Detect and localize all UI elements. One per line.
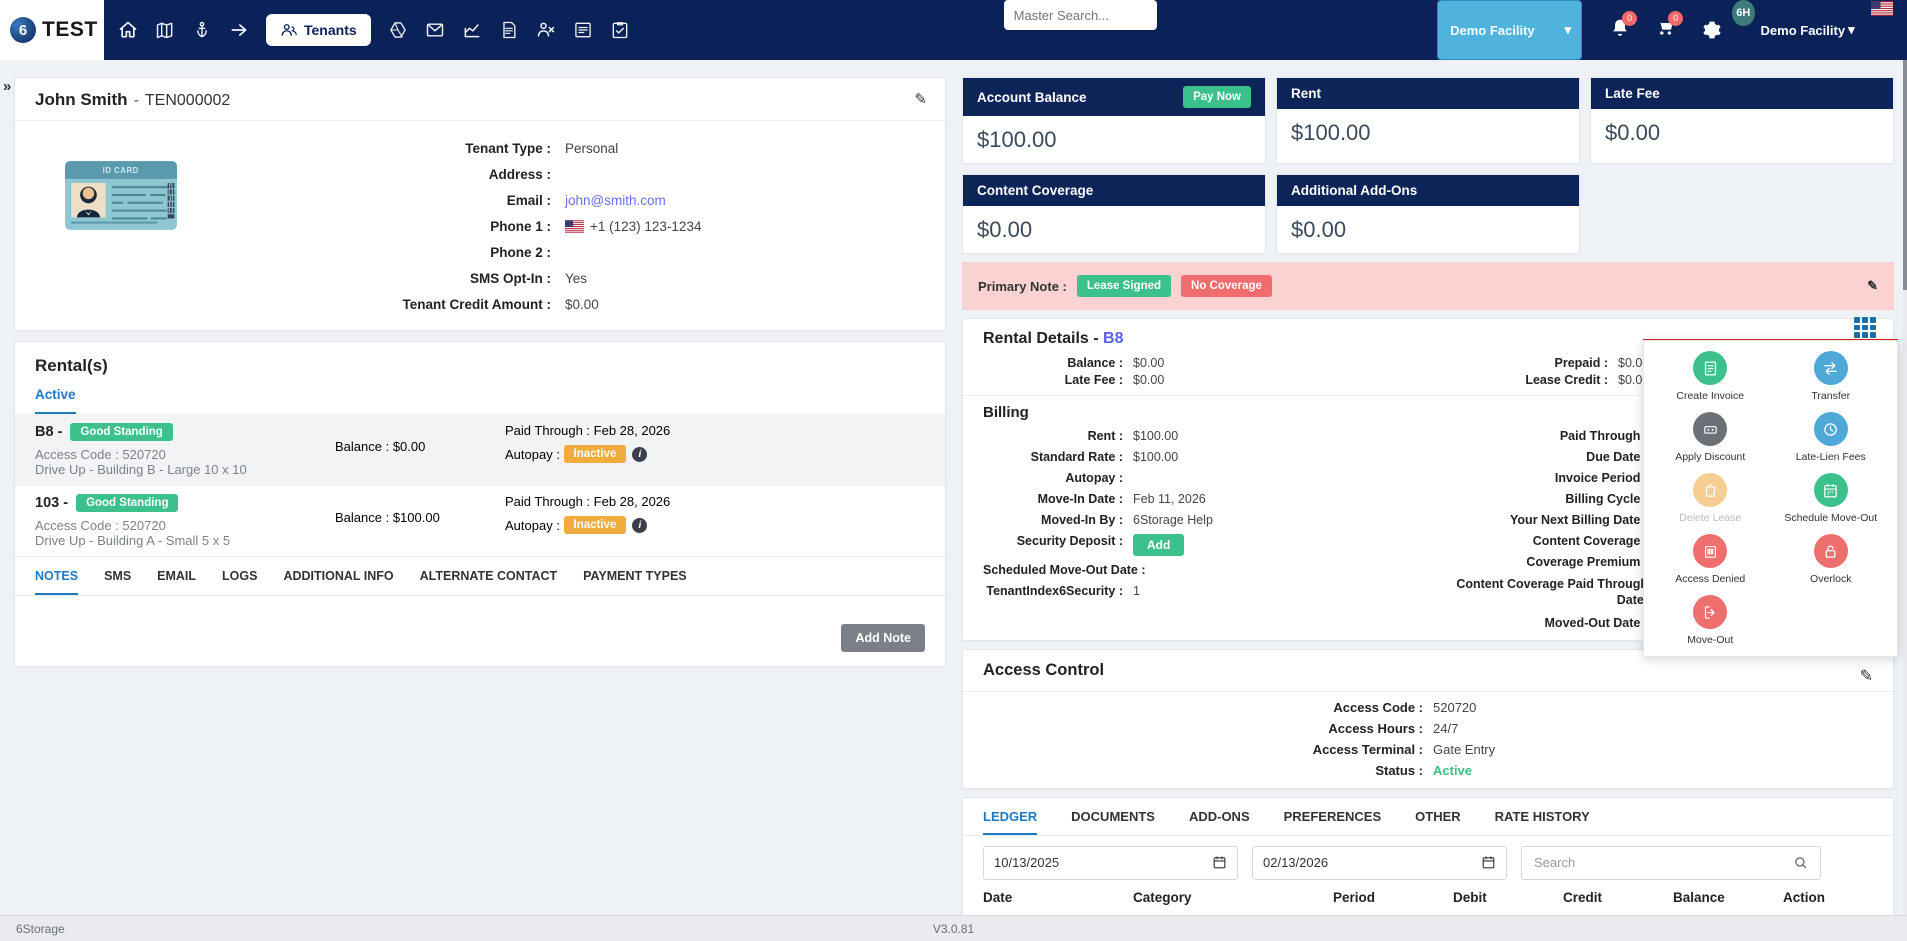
- svg-text:ID CARD: ID CARD: [103, 166, 139, 175]
